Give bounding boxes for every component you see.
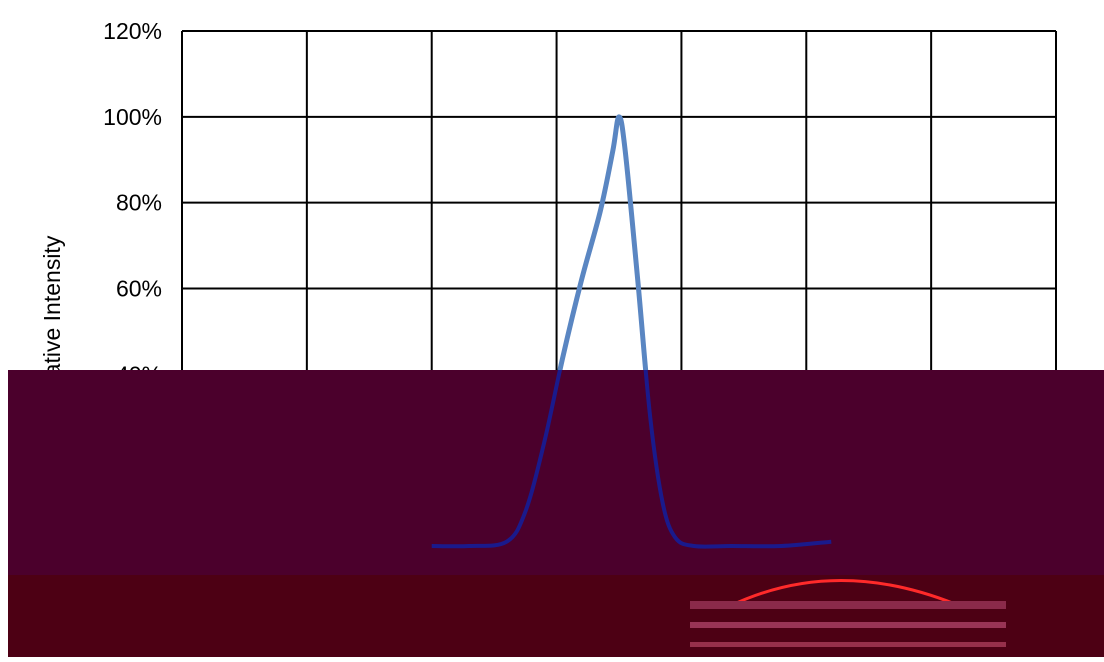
y-tick-labels: 120%100%80%60%40% <box>103 18 162 387</box>
y-tick-label: 80% <box>116 190 162 216</box>
y-tick-label: 100% <box>103 104 162 130</box>
seal-image <box>690 579 1006 647</box>
y-axis-title: ative Intensity <box>39 235 65 376</box>
y-tick-label: 120% <box>103 18 162 44</box>
series-visible-over-overlay <box>431 370 832 549</box>
series-line-over-overlay <box>431 370 832 549</box>
y-tick-label: 60% <box>116 276 162 302</box>
overlay-band <box>8 370 1104 575</box>
